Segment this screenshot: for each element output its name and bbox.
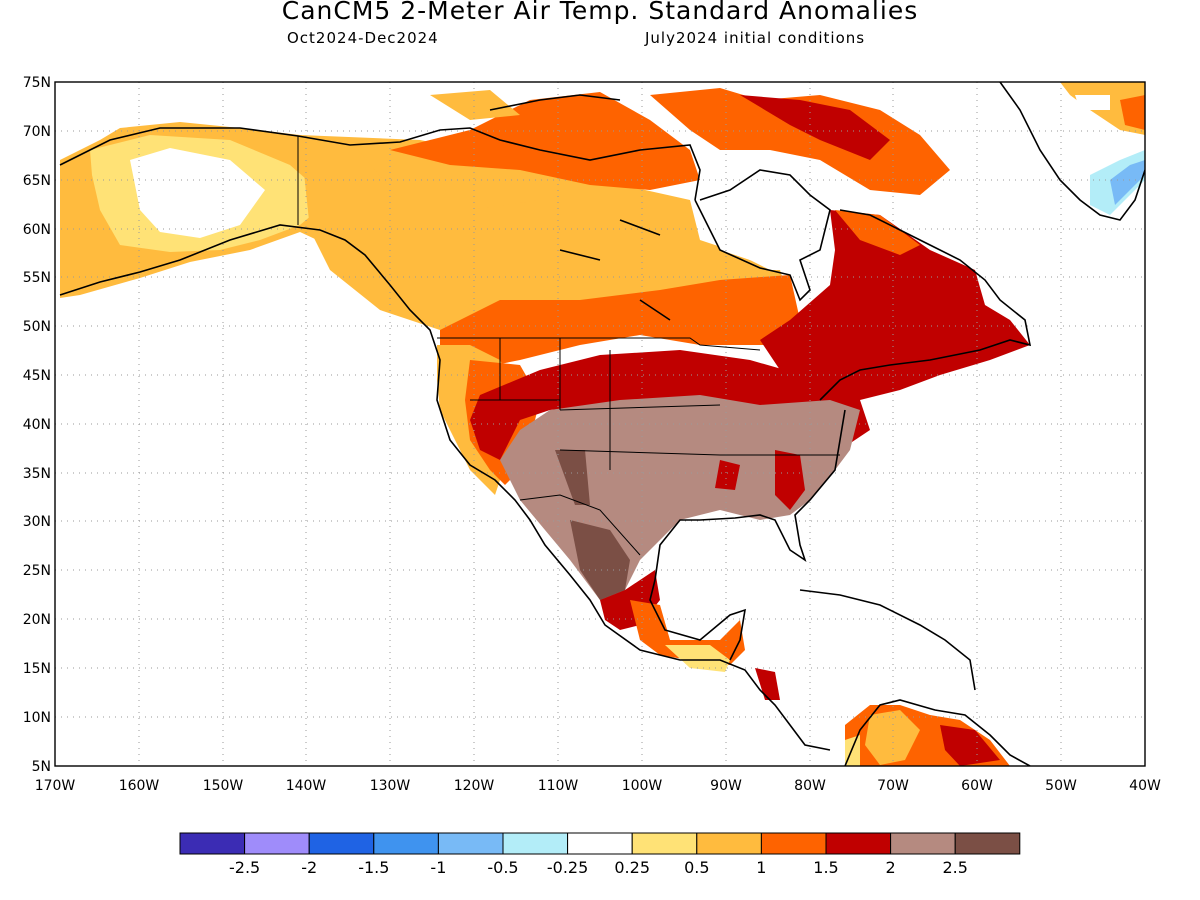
lon-label: 110W	[538, 778, 579, 794]
colorbar-swatch	[373, 832, 439, 855]
colorbar-label: -1	[430, 858, 446, 877]
map-frame	[54, 81, 1146, 767]
colorbar-swatch	[631, 832, 698, 855]
colorbar-label: 2	[886, 858, 896, 877]
lat-label: 5N	[32, 759, 51, 775]
lat-label: 55N	[23, 270, 51, 286]
colorbar-label: -2.5	[229, 858, 260, 877]
lat-label: 35N	[23, 466, 51, 482]
lon-label: 80W	[794, 778, 826, 794]
lon-label: 50W	[1045, 778, 1077, 794]
colorbar-label: 0.5	[684, 858, 709, 877]
colorbar-swatch	[954, 832, 1021, 855]
lon-label: 130W	[370, 778, 411, 794]
colorbar-label: -0.5	[487, 858, 518, 877]
lon-label: 170W	[35, 778, 76, 794]
lon-label: 160W	[119, 778, 160, 794]
graticule	[55, 82, 1145, 766]
forecast-period: Oct2024-Dec2024	[287, 29, 439, 47]
latitude-axis: 75N 70N 65N 60N 55N 50N 45N 40N 35N 30N …	[23, 75, 51, 775]
lon-label: 100W	[622, 778, 663, 794]
lat-label: 75N	[23, 75, 51, 91]
lon-label: 70W	[877, 778, 909, 794]
colorbar-swatch	[244, 832, 310, 855]
lon-label: 40W	[1129, 778, 1161, 794]
initial-conditions: July2024 initial conditions	[645, 29, 866, 47]
political-borders	[297, 136, 840, 556]
colorbar-swatch	[437, 832, 504, 855]
colorbar-swatch	[502, 832, 569, 855]
colorbar-swatch	[760, 832, 827, 855]
colorbar-label: -2	[301, 858, 317, 877]
colorbar-swatch	[890, 832, 956, 855]
anomaly-shading	[60, 82, 1145, 766]
lat-label: 45N	[23, 368, 51, 384]
map-title: CanCM5 2-Meter Air Temp. Standard Anomal…	[281, 0, 919, 25]
coastlines	[59, 82, 1145, 766]
colorbar-swatch	[825, 832, 892, 855]
colorbar-swatch	[567, 832, 633, 855]
colorbar-label: -0.25	[547, 858, 588, 877]
lat-label: 70N	[23, 124, 51, 140]
lat-label: 25N	[23, 563, 51, 579]
lon-label: 140W	[286, 778, 327, 794]
lat-label: 15N	[23, 661, 51, 677]
lat-label: 10N	[23, 710, 51, 726]
lon-label: 120W	[454, 778, 495, 794]
lat-label: 40N	[23, 417, 51, 433]
colorbar-swatch	[696, 832, 762, 855]
lon-label: 150W	[203, 778, 244, 794]
colorbar-label: -1.5	[358, 858, 389, 877]
lon-label: 90W	[710, 778, 742, 794]
colorbar-label: 2.5	[942, 858, 967, 877]
longitude-axis: 170W 160W 150W 140W 130W 120W 110W 100W …	[35, 778, 1161, 794]
lat-label: 60N	[23, 222, 51, 238]
colorbar-labels: -2.5 -2 -1.5 -1 -0.5 -0.25 0.25 0.5 1 1.5 2 2.5	[229, 858, 968, 877]
lat-label: 50N	[23, 319, 51, 335]
lat-label: 65N	[23, 173, 51, 189]
colorbar-label: 0.25	[614, 858, 650, 877]
colorbar-boxes	[179, 832, 1021, 855]
lat-label: 20N	[23, 612, 51, 628]
lon-label: 60W	[961, 778, 993, 794]
colorbar-label: 1.5	[813, 858, 838, 877]
colorbar-swatch	[179, 832, 246, 855]
lat-label: 30N	[23, 514, 51, 530]
colorbar-swatch	[308, 832, 375, 855]
colorbar-label: 1	[756, 858, 766, 877]
